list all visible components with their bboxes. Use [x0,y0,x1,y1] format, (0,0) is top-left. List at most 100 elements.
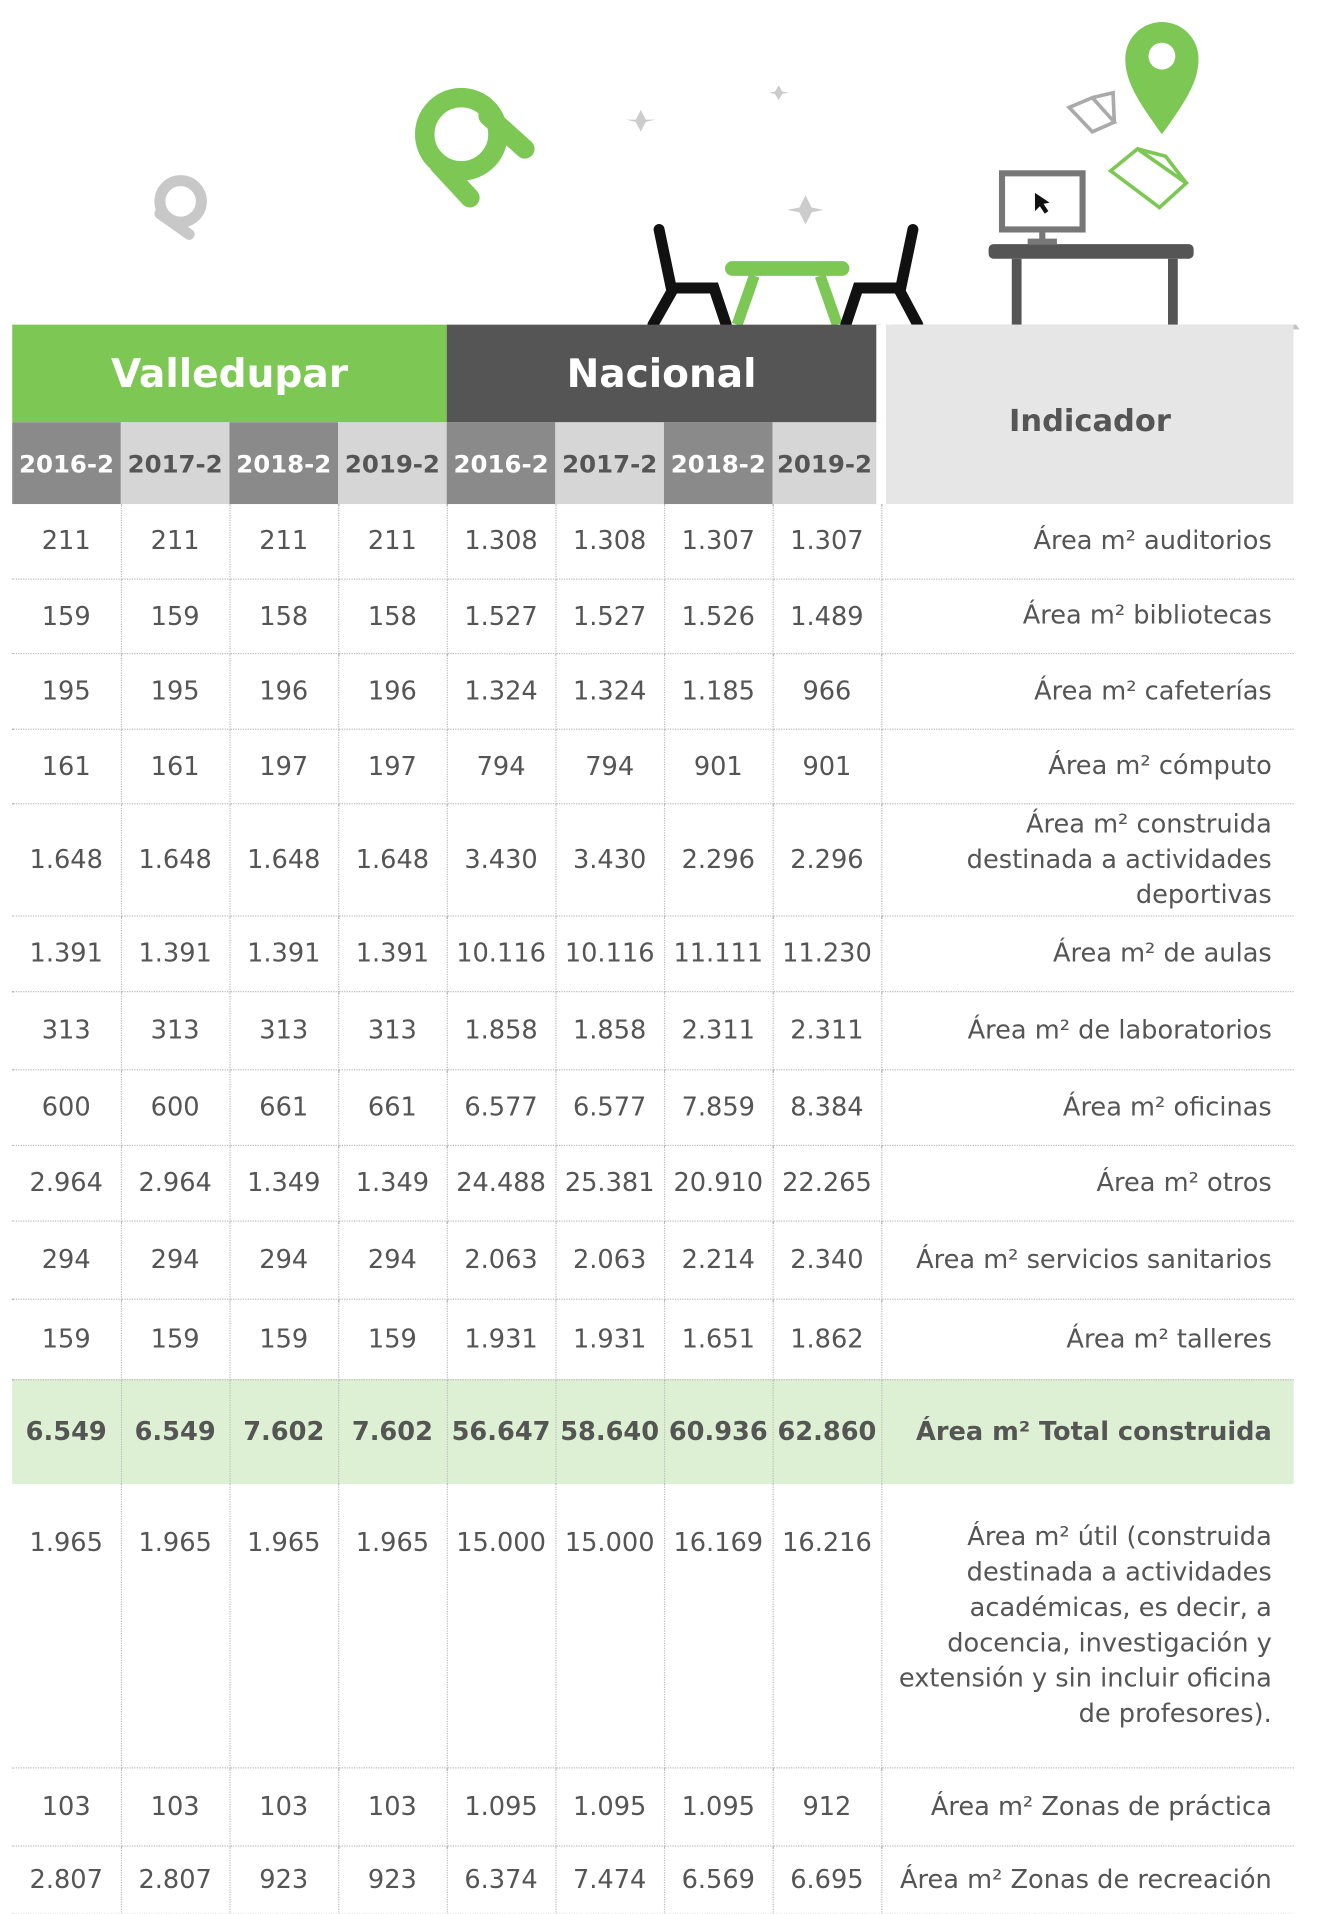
cell-value: 313 [121,991,230,1069]
table-row: 6.5496.5497.6027.60256.64758.64060.93662… [12,1379,1294,1484]
cell-value: 8.384 [773,1069,882,1145]
cell-value: 6.577 [447,1069,556,1145]
cell-value: 15.000 [447,1484,556,1767]
cell-value: 7.602 [338,1379,447,1484]
cell-value: 159 [121,1299,230,1380]
cell-value: 600 [121,1069,230,1145]
indicator-header: Indicador [881,325,1294,504]
cell-value: 661 [338,1069,447,1145]
table-row: 1591591591591.9311.9311.6511.862Área m² … [12,1299,1294,1380]
cell-value: 161 [121,729,230,803]
cell-value: 1.324 [447,653,556,729]
cell-indicator: Área m² cafeterías [881,653,1294,729]
cell-value: 24.488 [447,1145,556,1221]
cell-value: 10.116 [447,915,556,991]
cell-value: 1.095 [664,1767,773,1845]
cell-value: 2.063 [447,1220,556,1298]
cell-value: 1.095 [447,1767,556,1845]
cell-value: 313 [338,991,447,1069]
cell-value: 15.000 [555,1484,664,1767]
cell-value: 60.936 [664,1379,773,1484]
cell-value: 901 [773,729,882,803]
cell-value: 1.931 [447,1299,556,1380]
cell-value: 294 [12,1220,121,1298]
cell-indicator: Área m² otros [881,1145,1294,1221]
cell-value: 1.648 [229,803,338,915]
cell-value: 211 [338,504,447,578]
cell-value: 1.965 [12,1484,121,1767]
cell-value: 1.391 [12,915,121,991]
cell-value: 7.602 [229,1379,338,1484]
cell-indicator: Área m² útil (construida destinada a act… [881,1484,1294,1767]
cell-value: 159 [229,1299,338,1380]
cell-value: 966 [773,653,882,729]
cell-value: 912 [773,1767,882,1845]
cell-value: 1.391 [121,915,230,991]
location-pin [1125,22,1198,134]
cell-indicator: Área m² oficinas [881,1069,1294,1145]
cell-indicator: Área m² de aulas [881,915,1294,991]
cell-value: 2.340 [773,1220,882,1298]
sparkles [626,85,824,224]
page: Valledupar Nacional Indicador 2016-22017… [0,0,1323,1914]
cell-value: 923 [338,1845,447,1913]
cell-value: 2.214 [664,1220,773,1298]
cell-value: 158 [338,579,447,653]
cell-indicator: Área m² auditorios [881,504,1294,578]
cell-value: 600 [12,1069,121,1145]
cell-value: 661 [229,1069,338,1145]
group-header: Valledupar [12,325,447,423]
cell-value: 1.349 [229,1145,338,1221]
cell-value: 56.647 [447,1379,556,1484]
cell-value: 2.296 [773,803,882,915]
cell-value: 211 [12,504,121,578]
cell-indicator: Área m² construida destinada a actividad… [881,803,1294,915]
cell-value: 1.324 [555,653,664,729]
cell-value: 6.569 [664,1845,773,1913]
cell-value: 294 [121,1220,230,1298]
illustration [0,0,1323,330]
cell-value: 20.910 [664,1145,773,1221]
cell-value: 1.858 [447,991,556,1069]
cell-value: 6.549 [121,1379,230,1484]
cell-value: 1.489 [773,579,882,653]
year-header: 2019-2 [338,422,447,504]
cell-value: 923 [229,1845,338,1913]
cell-value: 159 [12,579,121,653]
cell-value: 1.095 [555,1767,664,1845]
cell-value: 7.859 [664,1069,773,1145]
cell-value: 2.964 [121,1145,230,1221]
cell-value: 6.695 [773,1845,882,1913]
cell-value: 1.931 [555,1299,664,1380]
cell-value: 313 [229,991,338,1069]
cell-value: 1.307 [664,504,773,578]
table-row: 1591591581581.5271.5271.5261.489Área m² … [12,579,1294,653]
picnic-table [653,229,918,324]
cell-value: 22.265 [773,1145,882,1221]
cell-value: 1.651 [664,1299,773,1380]
cell-value: 1.526 [664,579,773,653]
cell-value: 6.374 [447,1845,556,1913]
cell-value: 25.381 [555,1145,664,1221]
cell-value: 1.349 [338,1145,447,1221]
cell-value: 195 [121,653,230,729]
table-row: 2112112112111.3081.3081.3071.307Área m² … [12,504,1294,578]
cell-value: 1.185 [664,653,773,729]
cell-value: 794 [555,729,664,803]
cell-indicator: Área m² servicios sanitarios [881,1220,1294,1298]
cell-value: 159 [338,1299,447,1380]
cell-value: 3.430 [555,803,664,915]
cell-value: 197 [229,729,338,803]
year-header: 2016-2 [447,422,556,504]
year-header: 2019-2 [773,422,882,504]
cell-value: 1.527 [447,579,556,653]
cell-value: 16.169 [664,1484,773,1767]
cell-value: 195 [12,653,121,729]
cell-value: 1.648 [12,803,121,915]
